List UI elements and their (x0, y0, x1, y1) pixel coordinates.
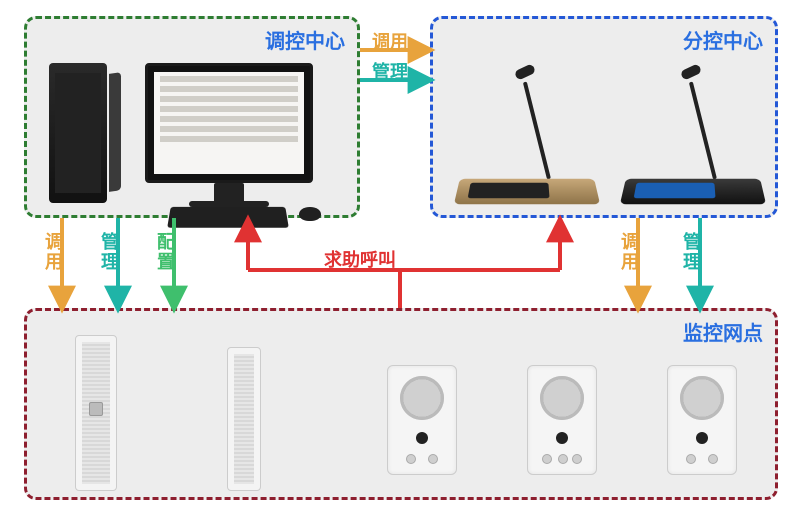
intercom-2-icon (527, 365, 597, 475)
arrow-top-call-label: 调用 (372, 28, 408, 54)
arrow-right-manage-label: 管理 (678, 232, 704, 272)
column-speaker-2-icon (227, 347, 261, 491)
monitor-stand-icon (214, 183, 244, 203)
microphone-left-icon (457, 69, 597, 209)
mouse-icon (299, 207, 321, 221)
column-speaker-1-icon (75, 335, 117, 491)
monitor-icon (145, 63, 313, 183)
monitor-points-title: 监控网点 (683, 317, 763, 346)
arrow-right-call-label: 调用 (616, 232, 642, 272)
sub-control-box: 分控中心 (430, 16, 778, 218)
intercom-3-icon (667, 365, 737, 475)
control-center-box: 调控中心 (24, 16, 360, 218)
monitor-points-box: 监控网点 (24, 308, 778, 500)
arrow-left-call-label: 调用 (40, 232, 66, 272)
keyboard-icon (167, 207, 289, 228)
arrow-help-label: 求助呼叫 (324, 246, 396, 272)
microphone-right-icon (623, 69, 763, 209)
control-center-title: 调控中心 (265, 25, 345, 54)
sub-control-title: 分控中心 (683, 25, 763, 54)
pc-tower-icon (49, 63, 107, 203)
arrow-left-manage-label: 管理 (96, 232, 122, 272)
arrow-left-config-label: 配置 (152, 232, 178, 272)
arrow-top-manage-label: 管理 (372, 58, 408, 84)
intercom-1-icon (387, 365, 457, 475)
